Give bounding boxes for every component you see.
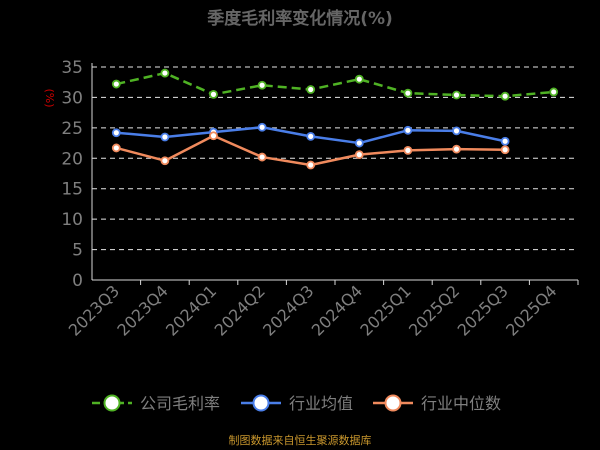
x-tick-label: 2025Q4 xyxy=(502,281,560,339)
data-point xyxy=(160,132,170,142)
y-tick-label: 30 xyxy=(61,88,83,108)
data-point xyxy=(452,144,461,154)
data-point xyxy=(354,138,364,148)
data-point xyxy=(257,80,267,90)
data-point xyxy=(111,128,121,138)
legend-item[interactable]: 行业均值 xyxy=(241,394,353,413)
data-point xyxy=(160,156,170,166)
legend-swatch-marker xyxy=(384,394,402,412)
legend-label: 行业中位数 xyxy=(421,394,501,413)
legend-swatch-marker xyxy=(252,394,270,412)
data-point xyxy=(257,122,267,132)
series-lines xyxy=(111,68,559,170)
x-tick-label: 2025Q2 xyxy=(405,281,463,339)
data-point xyxy=(403,145,413,155)
data-point xyxy=(209,131,218,141)
x-tick-label: 2023Q4 xyxy=(113,281,171,339)
y-tick-label: 25 xyxy=(61,119,83,139)
x-tick-label: 2024Q2 xyxy=(211,281,269,339)
data-point xyxy=(306,131,316,141)
legend-label: 公司毛利率 xyxy=(140,394,220,413)
data-point xyxy=(209,89,218,99)
legend-item[interactable]: 行业中位数 xyxy=(373,394,501,413)
data-point xyxy=(354,150,364,160)
data-point xyxy=(160,68,170,78)
data-point xyxy=(306,160,316,170)
series-3 xyxy=(111,131,510,170)
data-point xyxy=(549,87,559,97)
data-point xyxy=(500,91,510,101)
series-2 xyxy=(111,122,510,148)
data-point xyxy=(452,90,461,100)
data-point xyxy=(452,126,461,136)
x-tick-label: 2024Q1 xyxy=(162,281,220,339)
x-tick-label: 2025Q3 xyxy=(454,281,512,339)
series-line xyxy=(116,71,554,98)
axes: 051015202530352023Q32023Q42024Q12024Q220… xyxy=(61,58,579,340)
data-point xyxy=(111,143,121,153)
data-point xyxy=(306,85,316,94)
y-tick-label: 0 xyxy=(72,271,83,291)
legend: 公司毛利率 行业均值 行业中位数 xyxy=(92,394,501,413)
source-note: 制图数据来自恒生聚源数据库 xyxy=(229,433,372,447)
y-tick-label: 5 xyxy=(72,241,83,261)
x-tick-label: 2024Q3 xyxy=(259,281,317,339)
y-tick-label: 20 xyxy=(61,149,83,169)
data-point xyxy=(354,74,364,84)
y-tick-label: 15 xyxy=(61,180,83,200)
data-point xyxy=(500,136,510,146)
y-axis-label: (%) xyxy=(43,88,56,107)
legend-swatch-marker xyxy=(103,394,121,412)
legend-label: 行业均值 xyxy=(289,394,353,413)
data-point xyxy=(403,88,413,98)
y-tick-label: 10 xyxy=(61,210,83,230)
data-point xyxy=(403,125,413,135)
grid-lines xyxy=(92,66,578,251)
data-point xyxy=(500,145,510,155)
series-1 xyxy=(111,68,559,101)
data-point xyxy=(257,152,267,162)
legend-item[interactable]: 公司毛利率 xyxy=(92,394,220,413)
chart-title: 季度毛利率变化情况(%) xyxy=(207,8,393,29)
x-tick-label: 2025Q1 xyxy=(356,281,414,339)
data-point xyxy=(111,79,121,89)
y-tick-label: 35 xyxy=(61,58,83,78)
x-tick-label: 2024Q4 xyxy=(308,281,366,339)
